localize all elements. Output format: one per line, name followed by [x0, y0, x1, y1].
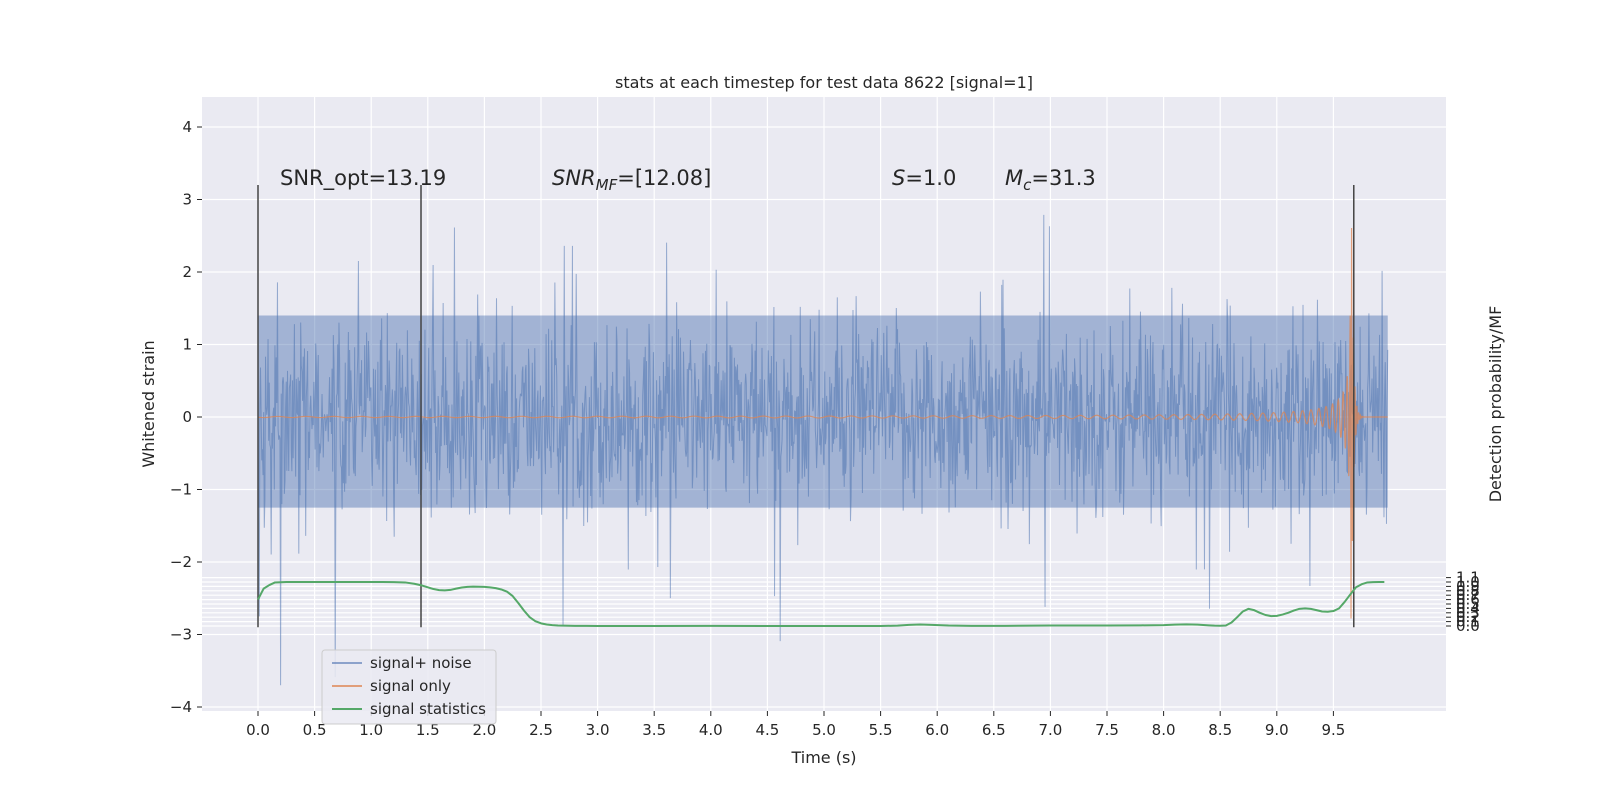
x-tick-label: 7.5 — [1095, 721, 1119, 739]
y-tick-label: −1 — [170, 481, 192, 499]
x-tick-label: 9.5 — [1321, 721, 1345, 739]
annotation-mc-base: M — [1005, 166, 1023, 190]
annotation-mc-value: =31.3 — [1031, 166, 1095, 190]
y-right-tick-label: 0.0 — [1456, 617, 1480, 635]
x-tick-label: 6.0 — [925, 721, 949, 739]
y-right-tick-label: 0.4 — [1456, 599, 1480, 617]
y-right-tick-label: 1.0 — [1456, 573, 1480, 591]
y-right-axis-label: Detection probability/MF — [1486, 306, 1505, 503]
series-signal-noise — [257, 214, 1389, 686]
y-right-tick-label: 0.2 — [1456, 608, 1480, 626]
y-tick-label: 2 — [182, 263, 192, 281]
x-tick-label: 2.0 — [472, 721, 496, 739]
series-signal-statistics — [257, 581, 1385, 627]
marker-layer — [257, 185, 1355, 628]
y-tick-label: 0 — [182, 408, 192, 426]
y-right-tick-label: 0.9 — [1456, 577, 1480, 595]
x-tick-label: 3.0 — [586, 721, 610, 739]
annotation-snr-opt: SNR_opt=13.19 — [280, 166, 446, 191]
annotations: SNR_opt=13.19 SNRMF=[12.08] S=1.0 Mc=31.… — [280, 166, 1096, 194]
annotation-s-base: S — [892, 166, 905, 190]
y-tick-label: −4 — [170, 698, 192, 716]
legend-box — [321, 649, 497, 725]
y-right-tick-label: 1.1 — [1456, 569, 1480, 587]
annotation-s-value: =1.0 — [905, 166, 956, 190]
x-axis-label: Time (s) — [790, 748, 856, 767]
legend-label-signal-noise: signal+ noise — [370, 654, 472, 672]
y-tick-label: 3 — [182, 191, 192, 209]
x-tick-label: 4.0 — [699, 721, 723, 739]
y-tick-label: −2 — [170, 553, 192, 571]
tick-layer: 0.0 0.5 1.0 1.5 2.0 2.5 3.0 3.5 4.0 4.5 5.0 5.5 6.0 6… — [170, 118, 1480, 739]
y-right-tick-label: 0.8 — [1456, 582, 1480, 600]
y-axis-label: Whitened strain — [139, 340, 158, 467]
annotation-snr-mf: SNRMF=[12.08] — [552, 166, 711, 194]
x-tick-label: 0.5 — [303, 721, 327, 739]
series-signal-only — [257, 228, 1388, 619]
y-tick-label: −3 — [170, 626, 192, 644]
annotation-snr-mf-value: =[12.08] — [617, 166, 711, 190]
series-signal-noise-core — [258, 315, 1388, 508]
x-tick-label: 5.0 — [812, 721, 836, 739]
annotation-mc-sub: c — [1023, 176, 1032, 194]
legend-label-signal-statistics: signal statistics — [370, 700, 486, 718]
x-tick-label: 1.5 — [416, 721, 440, 739]
data-layer — [257, 214, 1389, 686]
y-right-tick-label: 0.7 — [1456, 586, 1480, 604]
legend: signal+ noise signal only signal statist… — [321, 649, 497, 725]
chart-title: stats at each timestep for test data 862… — [615, 73, 1033, 92]
y-tick-label: 1 — [182, 336, 192, 354]
x-tick-label: 7.0 — [1038, 721, 1062, 739]
stat-layer — [257, 581, 1385, 627]
x-tick-label: 8.5 — [1208, 721, 1232, 739]
x-tick-label: 2.5 — [529, 721, 553, 739]
x-tick-label: 5.5 — [869, 721, 893, 739]
x-tick-label: 3.5 — [642, 721, 666, 739]
x-tick-label: 4.5 — [755, 721, 779, 739]
x-tick-label: 1.0 — [359, 721, 383, 739]
legend-label-signal-only: signal only — [370, 677, 451, 695]
y-right-tick-label: 0.1 — [1456, 613, 1480, 631]
annotation-snr-mf-base: SNR — [552, 166, 596, 190]
annotation-mc: Mc=31.3 — [1005, 166, 1096, 194]
y-tick-label: 4 — [182, 118, 192, 136]
y-right-tick-label: 0.5 — [1456, 595, 1480, 613]
x-tick-label: 6.5 — [982, 721, 1006, 739]
x-tick-label: 8.0 — [1152, 721, 1176, 739]
y-right-tick-label: 0.6 — [1456, 591, 1480, 609]
annotation-s: S=1.0 — [892, 166, 956, 190]
y-right-tick-label: 0.3 — [1456, 604, 1480, 622]
x-tick-label: 9.0 — [1265, 721, 1289, 739]
x-tick-label: 0.0 — [246, 721, 270, 739]
annotation-snr-mf-sub: MF — [596, 176, 618, 194]
